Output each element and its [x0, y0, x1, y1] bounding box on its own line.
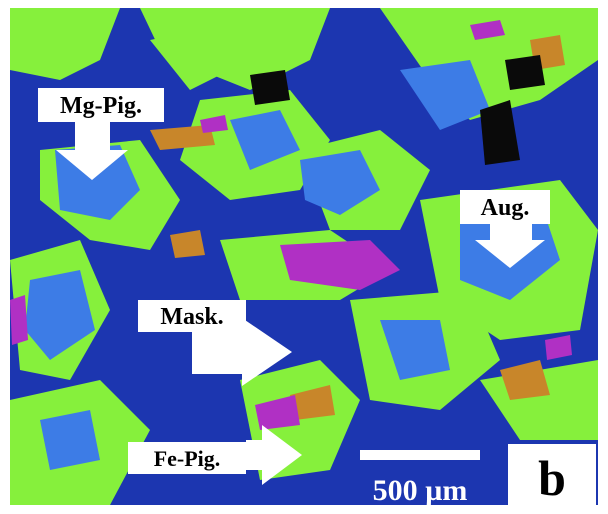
- label: Mg-Pig.: [60, 93, 142, 119]
- scale-line: [360, 450, 480, 460]
- micrograph-figure: Mg-Pig. Aug. Mask. Fe-Pig. 500 µm b: [0, 0, 608, 514]
- panel-letter: b: [538, 450, 566, 506]
- scale-bar: 500 µm: [360, 450, 480, 507]
- label: Fe-Pig.: [154, 446, 221, 471]
- label: Mask.: [160, 304, 223, 330]
- label: Aug.: [481, 195, 530, 221]
- scale-label: 500 µm: [373, 474, 468, 507]
- panel-label: b: [508, 444, 596, 506]
